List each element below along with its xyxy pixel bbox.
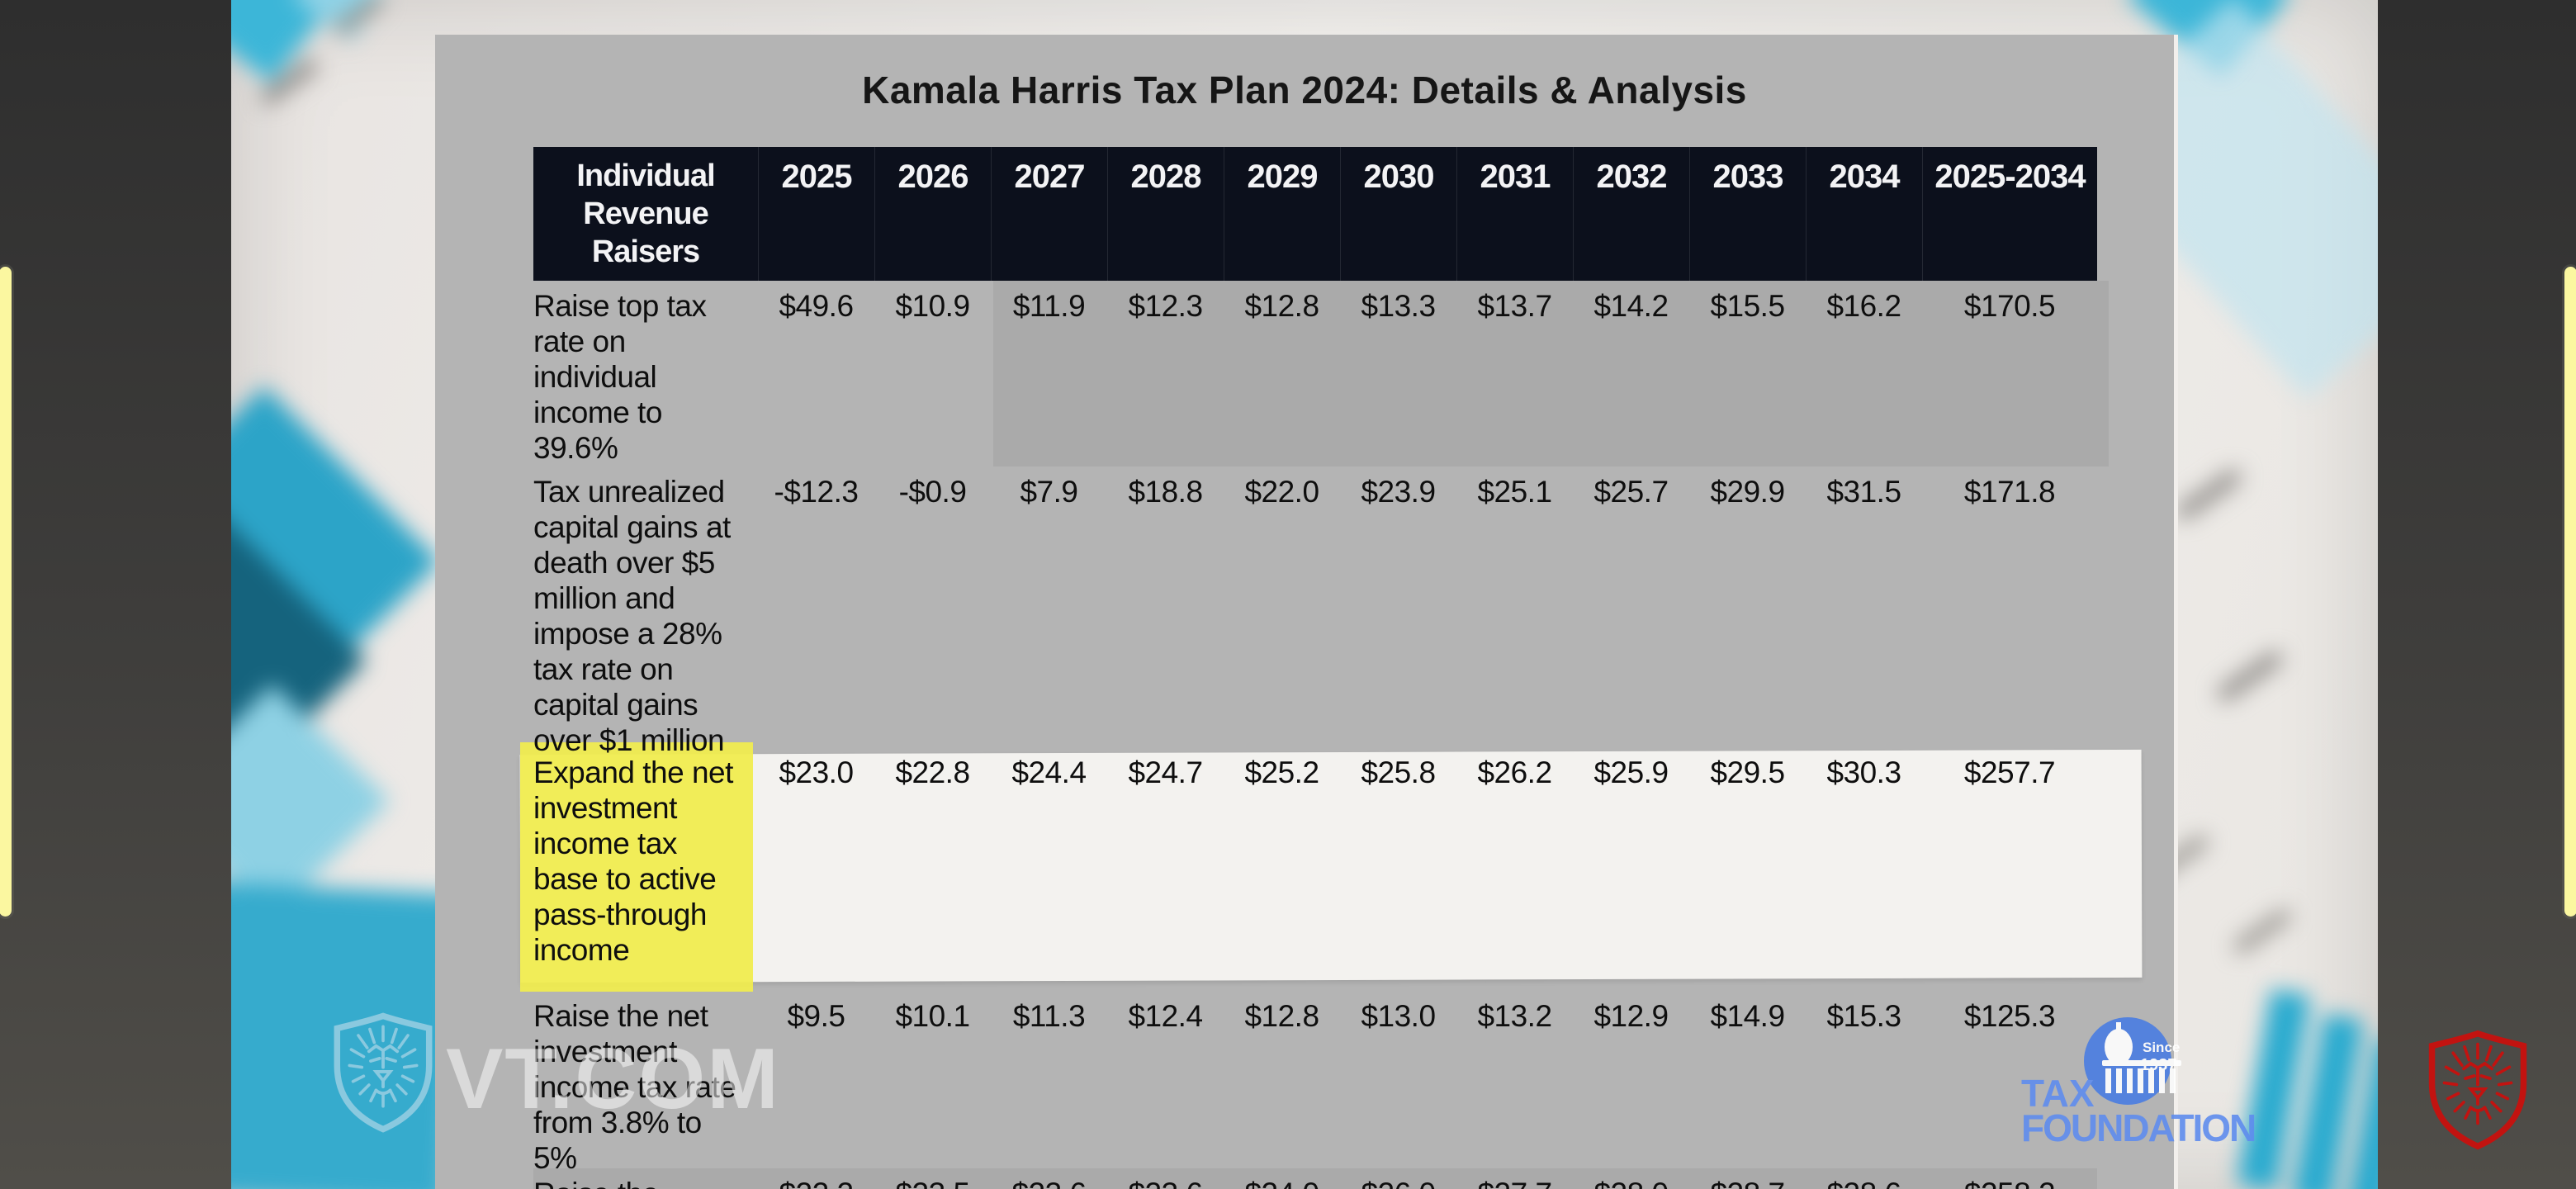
- cell-value: $23.5: [874, 1168, 991, 1189]
- cell-value: $24.7: [1128, 756, 1203, 789]
- table-header-row: Individual Revenue Raisers 2025 2026 2027 2…: [533, 147, 2097, 281]
- cell-value: -$0.9: [898, 475, 967, 509]
- cell-value: $13.0: [1361, 999, 1436, 1033]
- cell-value: $49.6: [779, 289, 854, 323]
- row-highlight-yellow: [520, 742, 753, 992]
- row-shade-band: [993, 281, 2109, 467]
- cell-value: $26.0: [1340, 1168, 1456, 1189]
- column-header-year: 2029: [1224, 147, 1340, 281]
- cell-value: $25.9: [1593, 756, 1669, 789]
- row-label: Expand the net investment income tax bas…: [533, 756, 733, 967]
- vt-lion-shield-icon: [329, 1011, 438, 1135]
- table-row: Expand the net investment income tax bas…: [519, 742, 2143, 992]
- revenue-table-body: Raise top tax rate on individual income …: [519, 281, 2143, 1189]
- cell-value: $12.4: [1128, 999, 1203, 1033]
- row-label: Raise the: [533, 1168, 758, 1189]
- cell-value: $171.8: [1963, 475, 2056, 509]
- cell-value: $23.6: [991, 1168, 1107, 1189]
- cell-value: $30.3: [1826, 756, 1901, 789]
- right-yellow-marker-line: [2564, 267, 2576, 917]
- cell-value: $13.2: [1477, 999, 1552, 1033]
- capitol-icon: [2102, 1022, 2181, 1093]
- cell-value: $31.5: [1826, 475, 1901, 509]
- cell-value: $170.5: [1963, 289, 2056, 323]
- cell-value: $25.7: [1593, 475, 1669, 509]
- cell-value: $18.8: [1128, 475, 1203, 509]
- svg-text:Since: Since: [2143, 1040, 2180, 1055]
- cell-value: $13.3: [1361, 289, 1436, 323]
- column-header-year: 2031: [1456, 147, 1573, 281]
- cell-value: $14.9: [1710, 999, 1785, 1033]
- cell-value: $22.2: [758, 1168, 874, 1189]
- cell-value: $23.0: [779, 756, 854, 789]
- cell-value: $15.3: [1826, 999, 1901, 1033]
- table-row: Raise the net investment income tax rate…: [533, 991, 2097, 1175]
- column-header-year: 2026: [874, 147, 991, 281]
- cell-value: $125.3: [1963, 999, 2056, 1033]
- svg-text:TAX: TAX: [2021, 1072, 2095, 1115]
- cell-value: $16.2: [1826, 289, 1901, 323]
- cell-value: $11.3: [1012, 999, 1086, 1033]
- cell-value: $22.8: [895, 756, 970, 789]
- cell-value: $10.1: [895, 999, 970, 1033]
- cell-value: $12.9: [1593, 999, 1669, 1033]
- tax-foundation-logo: Since 1937 TAX FOUNDATION: [2021, 1017, 2256, 1149]
- table-row: Raise the$22.2$23.5$23.6$23.6$24.0$26.0$…: [533, 1168, 2097, 1189]
- cell-value: $28.7: [1689, 1168, 1806, 1189]
- column-header-year: 2033: [1689, 147, 1806, 281]
- column-header-year: 2025-2034: [1922, 147, 2097, 281]
- row-label: Tax unrealized capital gains at death ov…: [533, 475, 731, 757]
- cell-value: $257.7: [1963, 756, 2056, 789]
- column-header-label: Individual Revenue Raisers: [576, 159, 715, 269]
- cell-value: $27.7: [1456, 1168, 1573, 1189]
- cell-value: $23.6: [1107, 1168, 1224, 1189]
- cell-value: $22.0: [1244, 475, 1319, 509]
- table-panel: Kamala Harris Tax Plan 2024: Details & A…: [435, 35, 2178, 1189]
- cell-value: $28.0: [1573, 1168, 1689, 1189]
- row-label: Raise top tax rate on individual income …: [533, 289, 707, 465]
- column-header-year: 2034: [1806, 147, 1922, 281]
- svg-text:FOUNDATION: FOUNDATION: [2021, 1106, 2255, 1149]
- column-header-year: 2030: [1340, 147, 1456, 281]
- cell-value: $12.8: [1244, 999, 1319, 1033]
- table-row: Raise top tax rate on individual income …: [533, 281, 2109, 467]
- cell-value: $7.9: [1020, 475, 1078, 509]
- row-label: Raise the net investment income tax rate…: [533, 999, 736, 1175]
- table-row: Tax unrealized capital gains at death ov…: [533, 467, 2097, 757]
- cell-value: $26.2: [1477, 756, 1552, 789]
- cell-value: $12.8: [1244, 289, 1319, 323]
- left-yellow-marker-line: [0, 267, 12, 917]
- cell-value: $23.9: [1361, 475, 1436, 509]
- cell-value: $10.9: [895, 289, 970, 323]
- cell-value: $13.7: [1477, 289, 1552, 323]
- cell-value: $15.5: [1710, 289, 1785, 323]
- svg-text:1937: 1937: [2140, 1056, 2177, 1074]
- cell-value: $28.6: [1806, 1168, 1922, 1189]
- cell-value: -$12.3: [774, 475, 859, 509]
- cell-value: $25.1: [1477, 475, 1552, 509]
- cell-value: $25.2: [1244, 756, 1319, 789]
- cell-value: $29.9: [1710, 475, 1785, 509]
- cell-value: $24.0: [1224, 1168, 1340, 1189]
- red-lion-shield-icon: [2425, 1028, 2531, 1152]
- column-header-year: 2032: [1573, 147, 1689, 281]
- column-header-year: 2027: [991, 147, 1107, 281]
- vt-watermark-text: VT.COM: [446, 1031, 780, 1127]
- revenue-table: Individual Revenue Raisers 2025 2026 2027 2…: [519, 147, 2143, 1189]
- cell-value: $29.5: [1710, 756, 1785, 789]
- cell-value: $25.8: [1361, 756, 1436, 789]
- column-header-year: 2025: [758, 147, 874, 281]
- cell-value: $11.9: [1012, 289, 1086, 323]
- row-shade-band: [533, 1168, 2097, 1189]
- cell-value: $258.2: [1922, 1168, 2097, 1189]
- page-title: Kamala Harris Tax Plan 2024: Details & A…: [862, 69, 1747, 111]
- column-header-year: 2028: [1107, 147, 1224, 281]
- cell-value: $9.5: [787, 999, 845, 1033]
- cell-value: $14.2: [1593, 289, 1669, 323]
- cell-value: $12.3: [1128, 289, 1203, 323]
- cell-value: $24.4: [1011, 756, 1087, 789]
